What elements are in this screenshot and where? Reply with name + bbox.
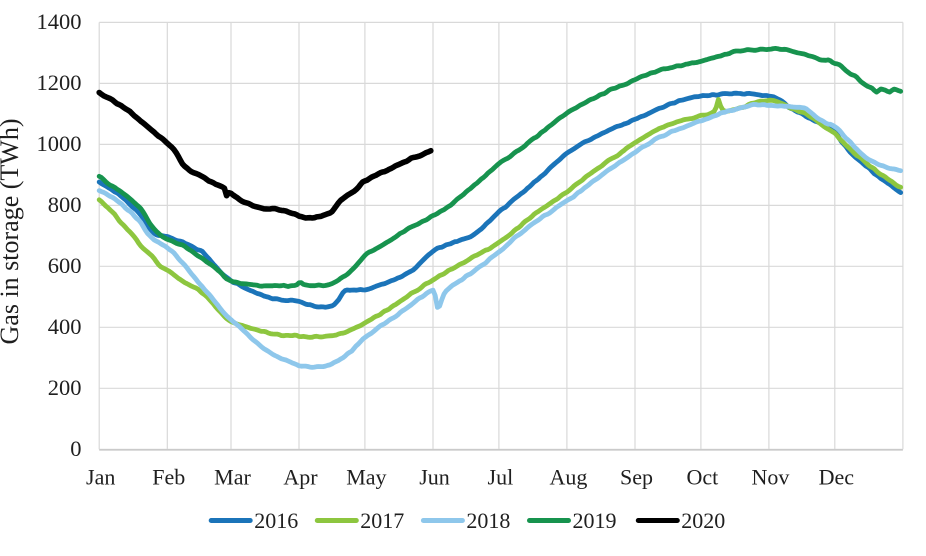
svg-text:1200: 1200 <box>37 70 82 95</box>
svg-text:1400: 1400 <box>37 9 82 34</box>
svg-text:400: 400 <box>48 314 82 339</box>
svg-text:Jul: Jul <box>488 465 514 490</box>
svg-text:Sep: Sep <box>620 465 653 490</box>
svg-text:0: 0 <box>70 436 81 461</box>
svg-text:600: 600 <box>48 253 82 278</box>
svg-text:2017: 2017 <box>360 508 404 533</box>
svg-text:800: 800 <box>48 192 82 217</box>
svg-text:Feb: Feb <box>152 465 185 490</box>
svg-text:1000: 1000 <box>37 131 82 156</box>
svg-text:Aug: Aug <box>549 465 587 490</box>
svg-text:Oct: Oct <box>687 465 719 490</box>
svg-text:Gas in storage (TWh): Gas in storage (TWh) <box>0 119 24 345</box>
svg-text:Jun: Jun <box>419 465 450 490</box>
svg-text:Apr: Apr <box>283 465 318 490</box>
svg-text:2019: 2019 <box>573 508 617 533</box>
svg-text:2016: 2016 <box>254 508 298 533</box>
svg-text:2018: 2018 <box>466 508 510 533</box>
svg-text:May: May <box>346 465 386 490</box>
svg-text:Mar: Mar <box>214 465 251 490</box>
svg-text:Jan: Jan <box>86 465 115 490</box>
svg-text:Dec: Dec <box>819 465 855 490</box>
svg-text:200: 200 <box>48 375 82 400</box>
svg-text:2020: 2020 <box>681 508 725 533</box>
svg-text:Nov: Nov <box>751 465 789 490</box>
